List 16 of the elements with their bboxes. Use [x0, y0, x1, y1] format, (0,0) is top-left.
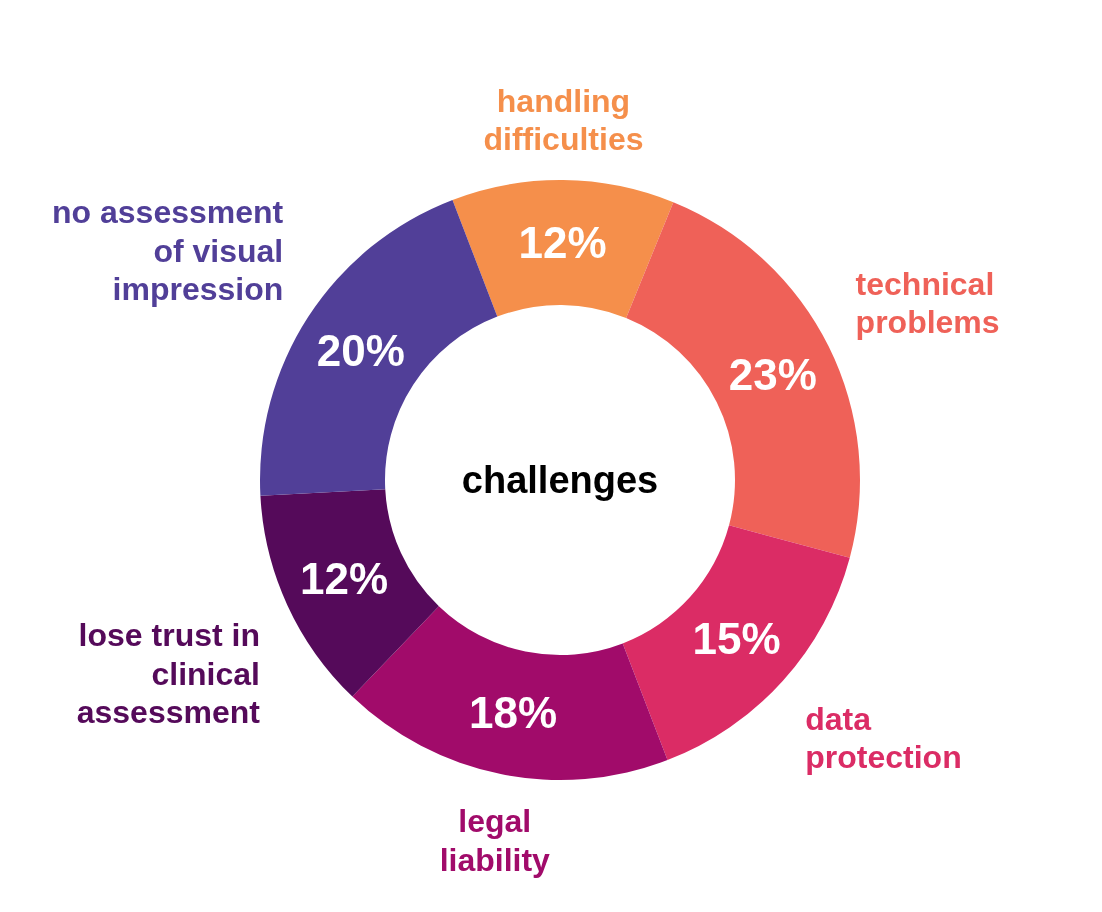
data-label: 12%: [300, 554, 389, 604]
donut-slice: [260, 489, 439, 697]
data-label: 18%: [469, 688, 558, 738]
slice-label: no assessment of visual impression: [52, 194, 284, 308]
data-label: 15%: [692, 614, 781, 664]
text: challenges: [461, 459, 659, 502]
slice-label: handling difficulties: [483, 82, 644, 158]
data-label: 20%: [316, 326, 405, 376]
slice-label: data protection: [805, 700, 962, 776]
data-label: 23%: [728, 349, 817, 399]
slice-label: legal liability: [439, 803, 551, 878]
slice-label: technical problems: [855, 265, 1000, 341]
donut-slice: [452, 180, 674, 318]
slice-label: lose trust in clinical assessment: [76, 617, 261, 730]
donut-slice: [352, 606, 668, 780]
data-label: 12%: [518, 217, 607, 267]
